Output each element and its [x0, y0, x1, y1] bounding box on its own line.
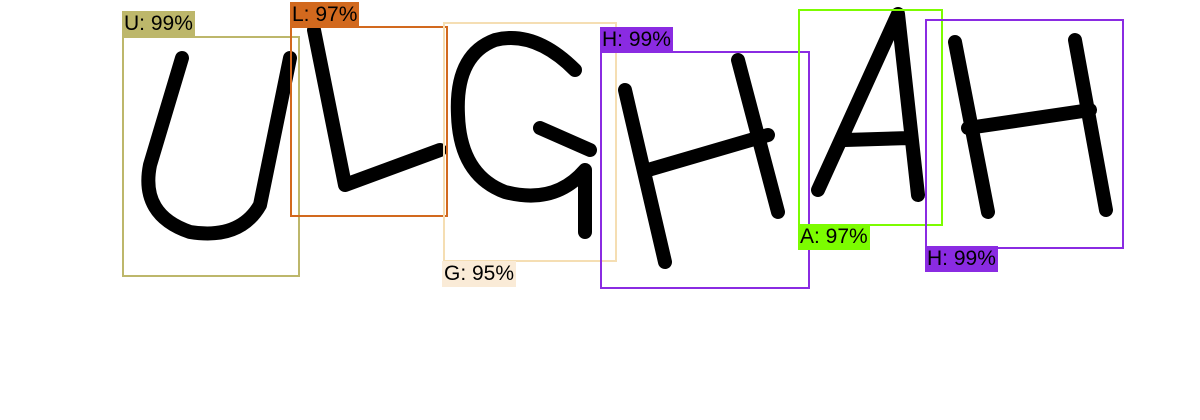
letter-l-stroke — [307, 23, 447, 192]
letter-g-stroke — [450, 31, 597, 239]
letter-h1-bar-stroke — [641, 128, 775, 177]
letter-h2-bar-stroke — [961, 103, 1097, 135]
detection-box-h-1 — [600, 51, 810, 289]
detection-label-h-1: H: 99% — [600, 27, 673, 53]
detection-label-l: L: 97% — [290, 2, 360, 28]
detection-box-h-2 — [925, 19, 1124, 249]
detection-box-g — [443, 22, 617, 262]
detection-label-g: G: 95% — [442, 261, 517, 287]
letter-a-stroke — [811, 7, 925, 202]
detection-label-u: U: 99% — [122, 11, 195, 37]
letter-u-stroke — [141, 51, 297, 241]
detection-box-a — [798, 9, 943, 226]
detection-box-l — [290, 26, 448, 217]
detection-label-a: A: 97% — [798, 224, 870, 250]
letter-h2-right-stroke — [1068, 33, 1113, 217]
detection-box-u — [122, 36, 300, 277]
detection-label-h-2: H: 99% — [925, 246, 998, 272]
